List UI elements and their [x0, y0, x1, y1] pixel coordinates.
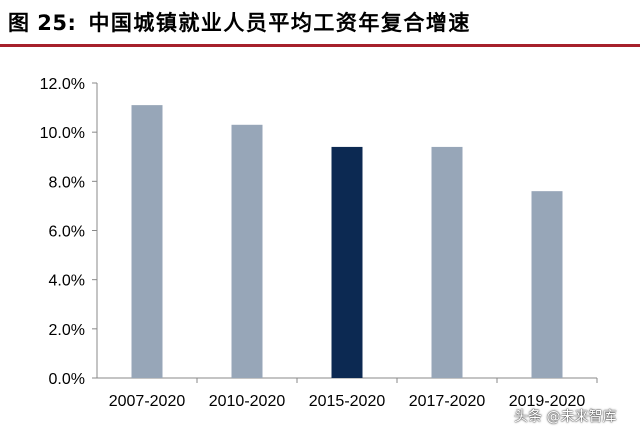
y-tick-label: 8.0% [49, 174, 85, 191]
y-tick-label: 0.0% [49, 371, 85, 388]
x-tick-label: 2007-2020 [109, 393, 186, 410]
x-tick-label: 2017-2020 [409, 393, 486, 410]
y-tick-label: 10.0% [40, 125, 85, 142]
figure-label: 图 25: [8, 11, 77, 35]
bar-2007-2020 [131, 105, 163, 378]
header-rule [0, 44, 640, 47]
y-tick-label: 4.0% [49, 273, 85, 290]
y-tick-label: 6.0% [49, 224, 85, 241]
y-tick-label: 12.0% [40, 76, 85, 93]
y-tick-label: 2.0% [49, 322, 85, 339]
bar-2019-2020 [531, 191, 563, 378]
x-tick-label: 2015-2020 [309, 393, 386, 410]
bar-2010-2020 [231, 124, 263, 379]
bar-2017-2020 [431, 146, 463, 378]
bar-2015-2020 [331, 146, 363, 378]
x-tick-label: 2019-2020 [509, 393, 586, 410]
figure-title: 中国城镇就业人员平均工资年复合增速 [88, 11, 471, 35]
figure-header: 图 25: 中国城镇就业人员平均工资年复合增速 [0, 0, 640, 44]
watermark: 头条 @未来智库 [514, 409, 617, 425]
x-tick-label: 2010-2020 [209, 393, 286, 410]
